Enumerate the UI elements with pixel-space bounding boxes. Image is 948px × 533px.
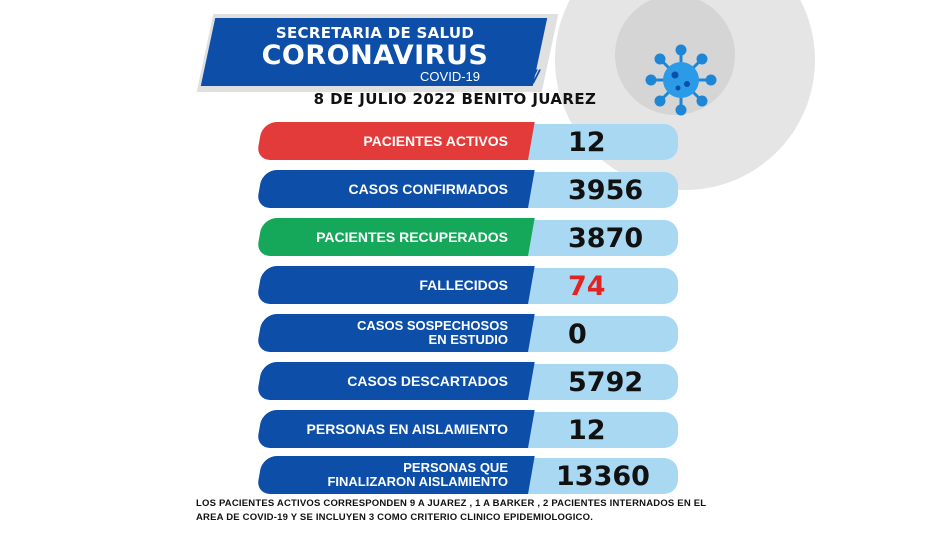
secretaria-title: SECRETARIA DE SALUD bbox=[275, 24, 475, 42]
covid-subtitle: COVID-19 bbox=[420, 69, 480, 84]
stat-label: CASOS SOSPECHOSOS EN ESTUDIO bbox=[266, 314, 508, 352]
stat-label-line2: FINALIZARON AISLAMIENTO bbox=[327, 474, 508, 489]
stat-label: CASOS DESCARTADOS bbox=[347, 372, 508, 389]
stat-row-discarded: CASOS DESCARTADOS 5792 bbox=[256, 362, 678, 400]
title-block: SECRETARIA DE SALUD CORONAVIRUS COVID-19 bbox=[240, 18, 510, 86]
stat-row-confirmed: CASOS CONFIRMADOS 3956 bbox=[256, 170, 678, 208]
stat-row-suspected: CASOS SOSPECHOSOS EN ESTUDIO 0 bbox=[256, 314, 678, 352]
stat-value: 12 bbox=[568, 126, 606, 158]
stat-label-line2: EN ESTUDIO bbox=[428, 332, 508, 347]
coronavirus-icon bbox=[645, 44, 717, 116]
coronavirus-title: CORONAVIRUS bbox=[261, 40, 489, 71]
stat-value: 13360 bbox=[556, 460, 650, 492]
stat-value: 5792 bbox=[568, 366, 644, 398]
stat-value: 74 bbox=[568, 270, 606, 302]
stat-label: PERSONAS EN AISLAMIENTO bbox=[306, 420, 508, 437]
stat-label: FALLECIDOS bbox=[419, 276, 508, 293]
stat-value: 12 bbox=[568, 414, 606, 446]
date-location: 8 DE JULIO 2022 BENITO JUAREZ bbox=[313, 90, 597, 108]
stat-label-line1: PERSONAS QUE bbox=[403, 460, 508, 475]
stat-value: 3870 bbox=[568, 222, 644, 254]
stat-label: PERSONAS QUE FINALIZARON AISLAMIENTO bbox=[266, 456, 508, 494]
footnote: LOS PACIENTES ACTIVOS CORRESPONDEN 9 A J… bbox=[196, 497, 752, 531]
footnote-line1: LOS PACIENTES ACTIVOS CORRESPONDEN 9 A J… bbox=[196, 498, 707, 509]
stat-row-recovered: PACIENTES RECUPERADOS 3870 bbox=[256, 218, 678, 256]
stat-label: CASOS CONFIRMADOS bbox=[348, 180, 508, 197]
stripe-decoration: ///////// bbox=[508, 67, 540, 87]
stat-row-isolation: PERSONAS EN AISLAMIENTO 12 bbox=[256, 410, 678, 448]
stat-value: 3956 bbox=[568, 174, 644, 206]
stat-row-deaths: FALLECIDOS 74 bbox=[256, 266, 678, 304]
stat-value: 0 bbox=[568, 318, 587, 350]
footnote-line2: AREA DE COVID-19 Y SE INCLUYEN 3 COMO CR… bbox=[196, 512, 594, 523]
stat-row-active: PACIENTES ACTIVOS 12 bbox=[256, 122, 678, 160]
stat-row-finished-isolation: PERSONAS QUE FINALIZARON AISLAMIENTO 133… bbox=[256, 456, 678, 494]
stat-label: PACIENTES ACTIVOS bbox=[363, 132, 508, 149]
stat-label-line1: CASOS SOSPECHOSOS bbox=[357, 318, 508, 333]
stat-label: PACIENTES RECUPERADOS bbox=[316, 228, 508, 245]
